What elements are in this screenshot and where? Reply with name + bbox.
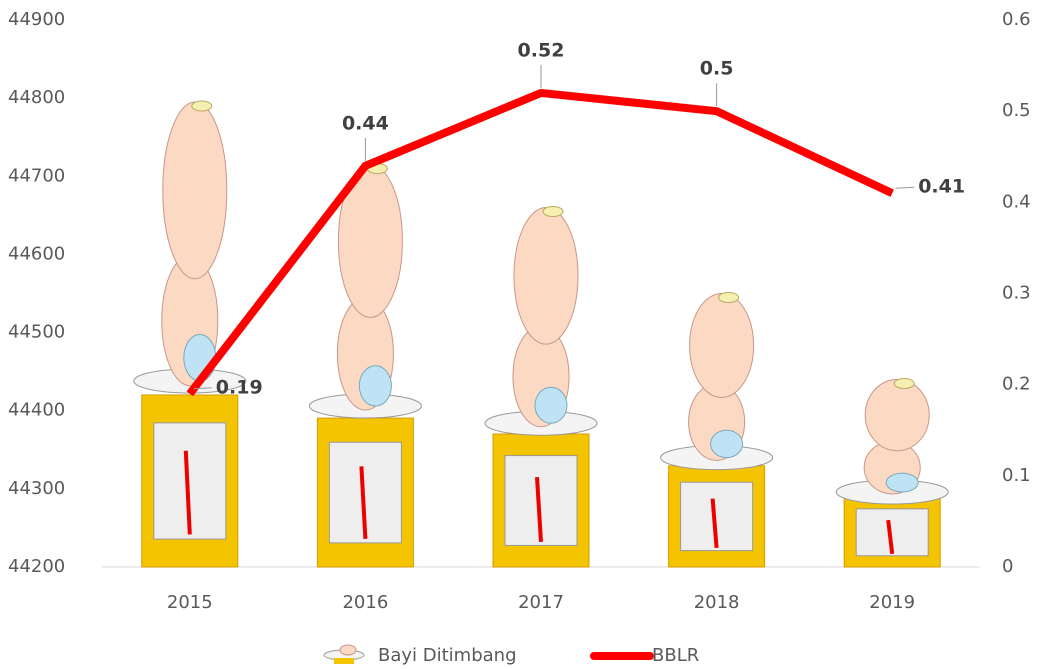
baby-hair <box>191 100 213 112</box>
y2-tick-label: 0.3 <box>1002 283 1031 304</box>
y2-tick-label: 0 <box>1002 556 1013 577</box>
baby-hair <box>542 206 564 218</box>
y-tick-label: 44200 <box>8 556 65 577</box>
line <box>186 88 894 397</box>
data-label: 0.44 <box>342 112 389 134</box>
legend-icon <box>323 644 365 664</box>
y-tick-label: 44400 <box>8 400 65 421</box>
baby-hair <box>893 377 915 389</box>
baby-hair <box>718 292 740 303</box>
baby-head <box>513 207 579 345</box>
leader-line <box>193 387 212 390</box>
x-tick-label: 2019 <box>869 592 915 613</box>
y-tick-label: 44700 <box>8 165 65 186</box>
leader-line <box>896 186 915 189</box>
baby-diaper <box>885 472 919 493</box>
dial-needle <box>183 450 192 535</box>
y2-tick-label: 0.5 <box>1002 100 1031 121</box>
legend-scale <box>334 658 354 664</box>
dial-needle <box>710 498 719 549</box>
legend-baby <box>339 644 357 656</box>
dial-needle <box>886 519 895 555</box>
baby-head <box>689 293 755 398</box>
bar <box>308 163 422 568</box>
y-tick-label: 44600 <box>8 243 65 264</box>
baby-diaper <box>534 386 568 424</box>
x-tick-label: 2016 <box>342 592 388 613</box>
baby-head <box>864 378 930 452</box>
y-tick-label: 44800 <box>8 87 65 108</box>
bar <box>133 100 247 568</box>
legend-label: Bayi Ditimbang <box>378 645 517 666</box>
dial-needle <box>359 466 368 539</box>
data-label: 0.52 <box>518 39 565 61</box>
y-tick-label: 44300 <box>8 478 65 499</box>
data-label: 0.19 <box>216 376 263 398</box>
bar <box>660 292 774 568</box>
y2-tick-label: 0.2 <box>1002 374 1031 395</box>
baby-diaper <box>183 334 217 382</box>
y-tick-label: 44900 <box>8 9 65 30</box>
baby-head <box>162 101 228 280</box>
legend-label: BBLR <box>652 645 699 666</box>
x-tick-label: 2017 <box>518 592 564 613</box>
dial-needle <box>535 477 543 542</box>
y2-tick-label: 0.1 <box>1002 465 1031 486</box>
y2-tick-label: 0.4 <box>1002 191 1031 212</box>
bar <box>484 206 598 568</box>
y2-tick-label: 0.6 <box>1002 9 1031 30</box>
x-tick-label: 2018 <box>694 592 740 613</box>
data-label: 0.41 <box>918 176 965 198</box>
y-tick-label: 44500 <box>8 322 65 343</box>
x-tick-label: 2015 <box>167 592 213 613</box>
baby-diaper <box>710 429 744 459</box>
legend: Bayi Ditimbang BBLR <box>323 644 699 666</box>
baby-diaper <box>358 365 392 407</box>
bar <box>835 377 949 568</box>
data-label: 0.5 <box>700 58 734 80</box>
